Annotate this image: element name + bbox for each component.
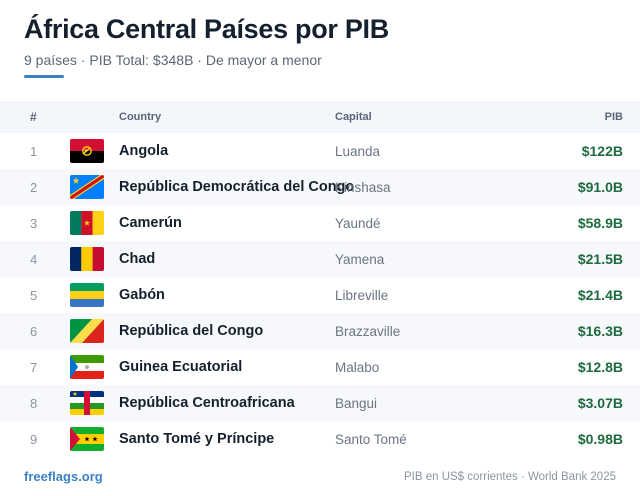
country-name: Chad [119,251,156,267]
gdp-value: $58.9B [577,215,623,231]
capital-name: Brazzaville [335,323,401,339]
dr-congo-flag-icon [70,175,104,199]
congo-flag-icon [70,319,104,343]
gdp-value: $122B [581,143,623,159]
rank: 1 [30,143,38,159]
source-note: PIB en US$ corrientes · World Bank 2025 [403,470,616,483]
column-header-rank: # [30,110,37,124]
gdp-value: $16.3B [577,323,623,339]
rank: 3 [30,215,38,231]
gdp-value: $0.98B [577,431,623,447]
page-subtitle: 9 países · PIB Total: $348B · De mayor a… [24,52,322,68]
capital-name: Yaundé [335,215,381,231]
accent-bar [24,75,64,78]
rank: 5 [30,287,38,303]
capital-name: Malabo [335,359,380,375]
page-footer: freeflags.org PIB en US$ corrientes · Wo… [24,469,616,484]
capital-name: Kinshasa [335,179,391,195]
central-african-republic-flag-icon [70,391,104,415]
table-row: 6 República del Congo Brazzaville $16.3B [0,313,640,349]
capital-name: Libreville [335,287,389,303]
page-title: África Central Países por PIB [24,14,389,44]
cameroon-flag-icon [70,211,104,235]
angola-flag-icon [70,139,104,163]
capital-name: Bangui [335,395,378,411]
country-name: República Democrática del Congo [119,179,355,195]
gdp-value: $3.07B [577,395,623,411]
gdp-table: # Country Capital PIB 1 Angola Luanda $1… [0,101,640,457]
rank: 4 [30,251,38,267]
country-name: República Centroafricana [119,395,295,411]
page-header: África Central Países por PIB 9 países ·… [24,12,616,78]
rank: 6 [30,323,38,339]
gdp-value: $21.5B [577,251,623,267]
table-row: 8 República Centroafricana Bangui $3.07B [0,385,640,421]
column-header-country: Country [119,111,162,123]
country-name: Guinea Ecuatorial [119,359,243,375]
country-name: República del Congo [119,323,264,339]
sao-tome-flag-icon [70,427,104,451]
rank: 9 [30,431,38,447]
column-header-gdp: PIB [604,111,623,123]
gdp-value: $12.8B [577,359,623,375]
country-name: Angola [119,143,169,159]
capital-name: Luanda [335,143,381,159]
rank: 8 [30,395,38,411]
rank: 2 [30,179,38,195]
table-row: 2 República Democrática del Congo Kinsha… [0,169,640,205]
table-row: 4 Chad Yamena $21.5B [0,241,640,277]
rank: 7 [30,359,38,375]
gdp-value: $91.0B [577,179,623,195]
equatorial-guinea-flag-icon [70,355,104,379]
gabon-flag-icon [70,283,104,307]
table-header: # Country Capital PIB [0,101,640,133]
table-row: 7 Guinea Ecuatorial Malabo $12.8B [0,349,640,385]
chad-flag-icon [70,247,104,271]
table-row: 1 Angola Luanda $122B [0,133,640,169]
site-link[interactable]: freeflags.org [24,469,103,484]
table-row: 5 Gabón Libreville $21.4B [0,277,640,313]
gdp-value: $21.4B [577,287,623,303]
capital-name: Santo Tomé [335,431,407,447]
column-header-capital: Capital [335,111,372,123]
table-row: 9 Santo Tomé y Príncipe Santo Tomé $0.98… [0,421,640,457]
country-name: Gabón [119,287,165,303]
table-row: 3 Camerún Yaundé $58.9B [0,205,640,241]
country-name: Camerún [119,215,182,231]
country-name: Santo Tomé y Príncipe [119,431,275,447]
capital-name: Yamena [335,251,385,267]
